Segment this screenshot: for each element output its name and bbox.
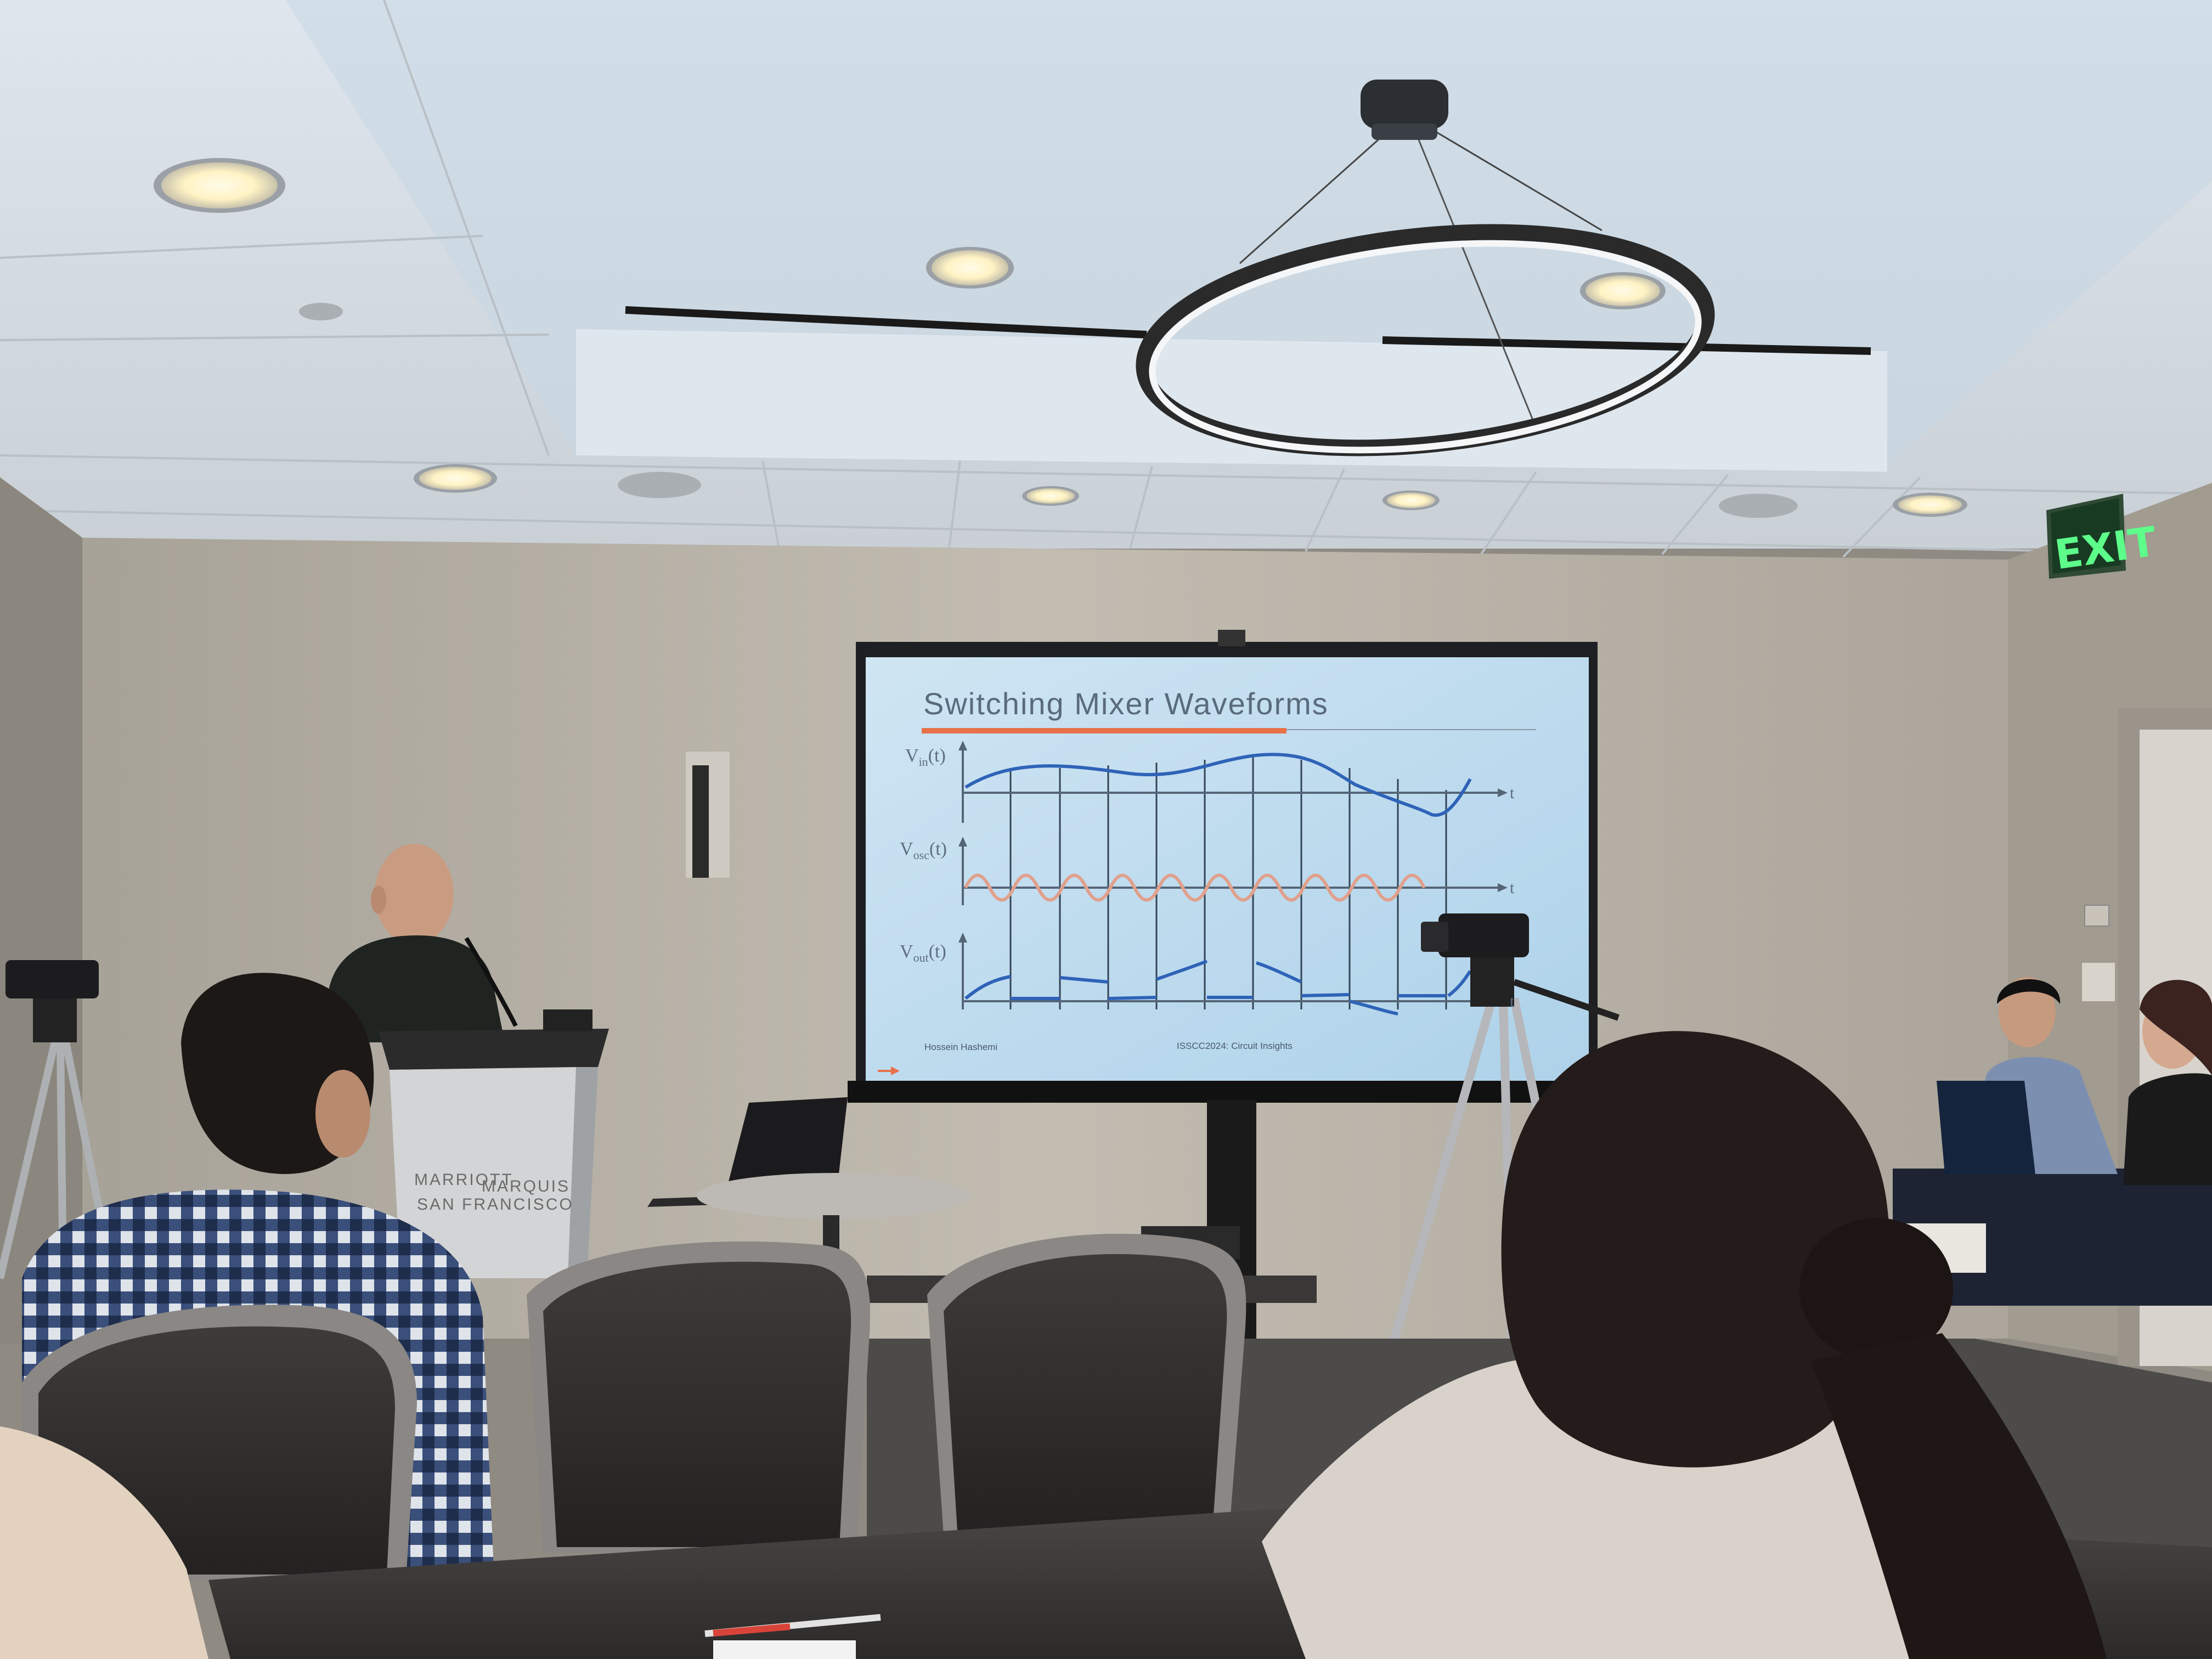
vout-label-main: V — [900, 941, 913, 962]
recessed-lights — [154, 158, 1967, 518]
ring-chandelier — [1136, 80, 1715, 456]
chair-center — [527, 1241, 871, 1553]
wall-plate — [2084, 905, 2109, 927]
pen-on-table — [704, 1614, 881, 1659]
podium-brand: MARRIOTT — [414, 1171, 514, 1189]
exit-sign-text: EXIT — [2052, 518, 2159, 579]
attendee-right-2 — [2123, 980, 2212, 1185]
vin-label-sub: in — [919, 755, 928, 769]
exit-sign — [2046, 494, 2126, 579]
ceiling-vent-left — [625, 306, 1147, 338]
vosc-label-sub: osc — [913, 848, 930, 862]
vout-waveform — [964, 960, 1472, 1015]
podium — [379, 1009, 609, 1278]
vosc-label-main: V — [900, 839, 913, 859]
attendee-foreground-woman — [1262, 1031, 2107, 1659]
presenter — [329, 844, 505, 1042]
vin-label-main: V — [905, 746, 919, 766]
vin-waveform — [964, 753, 1472, 817]
video-camera-center — [1421, 913, 1620, 1021]
vout-label-arg: (t) — [929, 941, 946, 962]
vin-label-arg: (t) — [928, 746, 946, 766]
vout-axis-t: t — [1510, 992, 1515, 1011]
ceiling-grid — [0, 0, 2212, 558]
vosc-label-arg: (t) — [929, 839, 947, 859]
chair-right — [927, 1233, 1246, 1536]
vosc-axis-t: t — [1510, 879, 1515, 897]
laptop-right — [1937, 1081, 2035, 1174]
vosc-waveform — [964, 873, 1426, 902]
slide-footer-author: Hossein Hashemi — [924, 1042, 997, 1052]
ceiling-soffit — [576, 329, 1887, 472]
slide-footer-conference: ISSCC2024: Circuit Insights — [1177, 1041, 1293, 1051]
vin-axis-t: t — [1510, 784, 1515, 802]
video-camera-left — [5, 960, 99, 1042]
vin-label: Vin(t) — [905, 746, 946, 769]
round-table — [697, 1173, 971, 1219]
vout-label-sub: out — [913, 951, 929, 964]
ceiling-vent-right — [1382, 336, 1871, 355]
podium-brand-2: MARQUIS — [482, 1177, 570, 1195]
slide-title: Switching Mixer Waveforms — [923, 686, 1329, 721]
wall-switch — [2082, 963, 2115, 1001]
attendee-foreground-left — [0, 1426, 208, 1659]
podium-city: SAN FRANCISCO — [417, 1195, 574, 1214]
podium-microphone — [464, 936, 518, 1027]
slide-footer-arrow — [878, 1066, 900, 1075]
vout-label: Vout(t) — [900, 941, 946, 964]
vosc-label: Vosc(t) — [900, 839, 947, 862]
